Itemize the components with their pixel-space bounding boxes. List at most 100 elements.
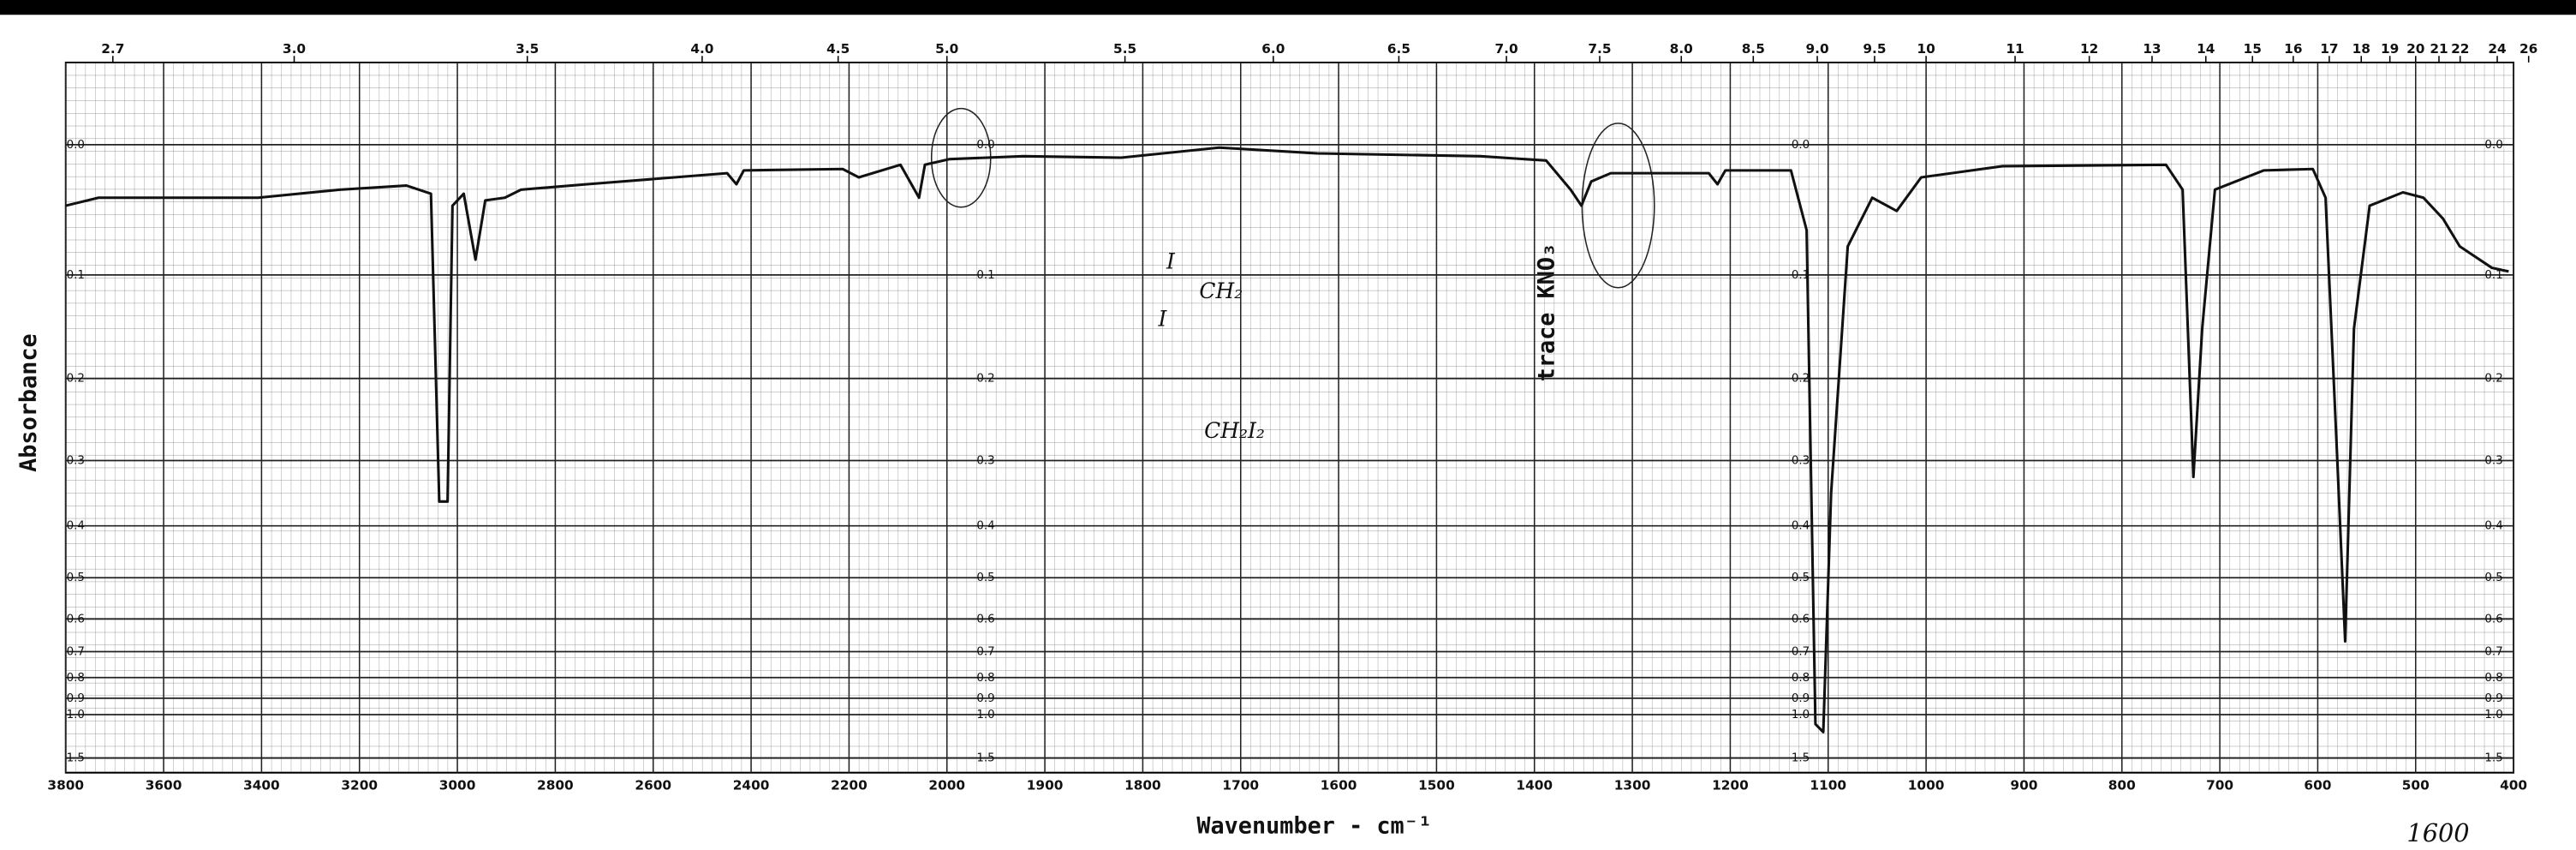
x-axis-label: Wavenumber - cm⁻¹ bbox=[1196, 813, 1432, 840]
x-tick-label: 1100 bbox=[1810, 778, 1846, 793]
annotation: I bbox=[1166, 249, 1176, 274]
annotation: CH₂ bbox=[1199, 278, 1243, 303]
top-tick-label: 21 bbox=[2430, 41, 2448, 57]
top-tick-label: 22 bbox=[2451, 41, 2469, 57]
y-tick-label: 0.3 bbox=[976, 455, 994, 468]
x-tick-label: 800 bbox=[2108, 778, 2136, 793]
y-tick-label: 0.0 bbox=[976, 139, 994, 152]
top-tick-label: 26 bbox=[2519, 41, 2537, 57]
x-tick-label: 1500 bbox=[1418, 778, 1455, 793]
x-tick-label: 500 bbox=[2402, 778, 2430, 793]
y-tick-label: 1.0 bbox=[67, 709, 85, 721]
top-tick-label: 24 bbox=[2488, 41, 2506, 57]
y-tick-label: 1.0 bbox=[2484, 709, 2502, 721]
top-tick-label: 3.0 bbox=[283, 41, 306, 57]
y-tick-label: 0.9 bbox=[1792, 692, 1810, 705]
y-tick-label: 0.0 bbox=[2484, 139, 2502, 152]
y-tick-label: 1.0 bbox=[976, 709, 994, 721]
x-tick-label: 1700 bbox=[1222, 778, 1259, 793]
y-tick-label: 1.5 bbox=[67, 752, 85, 765]
top-tick-label: 7.0 bbox=[1495, 41, 1518, 57]
top-tick-label: 2.7 bbox=[101, 41, 124, 57]
x-tick-label: 3800 bbox=[47, 778, 84, 793]
x-tick-label: 2400 bbox=[733, 778, 770, 793]
top-tick-label: 16 bbox=[2284, 41, 2302, 57]
y-tick-label: 0.4 bbox=[1792, 520, 1810, 533]
y-tick-label: 1.5 bbox=[976, 752, 994, 765]
y-tick-label: 0.2 bbox=[67, 373, 85, 386]
top-tick-label: 11 bbox=[2006, 41, 2024, 57]
x-tick-label: 900 bbox=[2010, 778, 2037, 793]
y-tick-label: 1.5 bbox=[1792, 752, 1810, 765]
x-tick-label: 3400 bbox=[243, 778, 280, 793]
x-tick-label: 1300 bbox=[1614, 778, 1651, 793]
top-tick-label: 18 bbox=[2352, 41, 2370, 57]
top-tick-label: 4.5 bbox=[826, 41, 850, 57]
x-tick-label: 2600 bbox=[635, 778, 671, 793]
y-tick-label: 0.3 bbox=[67, 455, 85, 468]
y-tick-label: 0.7 bbox=[1792, 645, 1810, 658]
y-tick-label: 0.4 bbox=[67, 520, 85, 533]
y-tick-label: 0.2 bbox=[1792, 373, 1810, 386]
grid bbox=[64, 62, 2514, 773]
top-tick-label: 19 bbox=[2381, 41, 2399, 57]
x-tick-label: 1400 bbox=[1516, 778, 1553, 793]
top-tick-label: 5.0 bbox=[935, 41, 958, 57]
x-tick-label: 3600 bbox=[146, 778, 182, 793]
y-tick-label: 0.7 bbox=[2484, 645, 2502, 658]
annotation: trace KNO₃ bbox=[1534, 243, 1560, 382]
y-tick-label: 0.4 bbox=[2484, 520, 2502, 533]
y-tick-label: 0.0 bbox=[67, 139, 85, 152]
y-tick-label: 0.8 bbox=[67, 672, 85, 685]
y-tick-label: 1.5 bbox=[2484, 752, 2502, 765]
top-tick-label: 20 bbox=[2406, 41, 2424, 57]
y-tick-label: 0.8 bbox=[1792, 672, 1810, 685]
top-tick-label: 12 bbox=[2080, 41, 2098, 57]
top-tick-label: 7.5 bbox=[1588, 41, 1611, 57]
y-tick-label: 0.5 bbox=[1792, 572, 1810, 584]
top-tick-label: 5.5 bbox=[1113, 41, 1136, 57]
y-tick-label: 0.8 bbox=[976, 672, 994, 685]
top-tick-label: 14 bbox=[2197, 41, 2215, 57]
x-tick-label: 1200 bbox=[1712, 778, 1749, 793]
y-tick-label: 0.5 bbox=[976, 572, 994, 584]
y-tick-label: 0.1 bbox=[2484, 269, 2502, 282]
top-tick-label: 17 bbox=[2320, 41, 2338, 57]
top-tick-label: 3.5 bbox=[516, 41, 539, 57]
y-tick-label: 0.5 bbox=[67, 572, 85, 584]
top-tick-label: 10 bbox=[1917, 41, 1935, 57]
x-tick-label: 2200 bbox=[831, 778, 868, 793]
y-axis-label: Absorbance bbox=[15, 333, 42, 472]
top-band bbox=[0, 0, 2576, 15]
x-tick-label: 3000 bbox=[439, 778, 476, 793]
top-tick-label: 4.0 bbox=[690, 41, 713, 57]
y-tick-label: 0.0 bbox=[1792, 139, 1810, 152]
annotations: CH₂I₂ I CH₂ I trace KNO₃ 1600 bbox=[1157, 243, 2469, 847]
y-tick-label: 0.5 bbox=[2484, 572, 2502, 584]
x-tick-label: 1800 bbox=[1124, 778, 1161, 793]
top-tick-label: 8.5 bbox=[1742, 41, 1765, 57]
y-tick-label: 0.6 bbox=[2484, 613, 2502, 626]
annotation: CH₂I₂ bbox=[1204, 418, 1265, 443]
plot-area bbox=[64, 61, 2515, 774]
y-tick-label: 0.3 bbox=[1792, 455, 1810, 468]
top-tick-label: 8.0 bbox=[1670, 41, 1693, 57]
top-tick-label: 6.0 bbox=[1261, 41, 1285, 57]
y-tick-label: 0.4 bbox=[976, 520, 994, 533]
top-tick-label: 9.5 bbox=[1863, 41, 1886, 57]
annotation: I bbox=[1157, 307, 1167, 332]
top-tick-label: 6.5 bbox=[1387, 41, 1410, 57]
y-tick-label: 0.6 bbox=[976, 613, 994, 626]
y-tick-label: 0.9 bbox=[2484, 692, 2502, 705]
y-tick-label: 0.1 bbox=[976, 269, 994, 282]
y-tick-label: 0.9 bbox=[67, 692, 85, 705]
y-tick-label: 0.6 bbox=[67, 613, 85, 626]
y-tick-label: 0.2 bbox=[976, 373, 994, 386]
y-tick-label: 0.8 bbox=[2484, 672, 2502, 685]
annotation: 1600 bbox=[2406, 818, 2469, 847]
y-tick-label: 0.6 bbox=[1792, 613, 1810, 626]
y-tick-label: 0.3 bbox=[2484, 455, 2502, 468]
y-tick-label: 0.2 bbox=[2484, 373, 2502, 386]
